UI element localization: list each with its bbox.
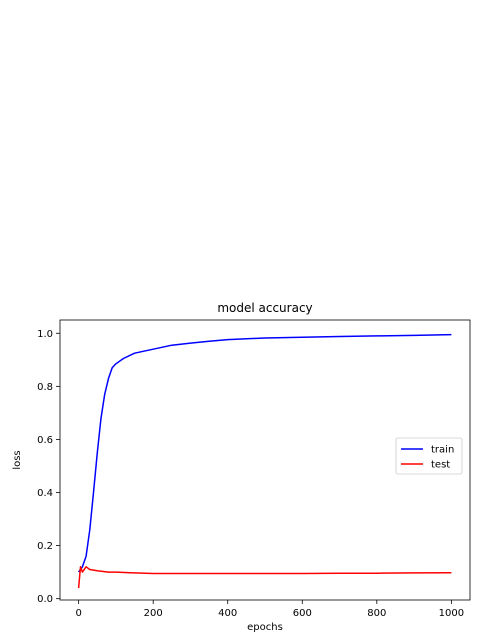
y-tick-label: 0.2 [37,541,53,552]
legend-label-test: test [431,460,450,471]
y-tick-label: 0.0 [37,594,53,605]
plot-frame [59,319,471,601]
y-tick-label: 0.6 [37,435,53,446]
x-tick-label: 800 [367,608,386,619]
series-line-test [77,566,452,589]
legend: train test [395,437,463,475]
x-tick-label: 0 [75,608,81,619]
x-tick-label: 600 [293,608,312,619]
y-tick-label: 0.4 [37,488,53,499]
y-axis-ticks: 0.0 0.2 0.4 0.6 0.8 1.0 [37,329,60,605]
x-axis-label: epochs [247,622,283,633]
series-line-train [77,333,452,573]
x-axis-ticks: 0 200 400 600 800 1000 [75,600,464,619]
x-tick-label: 1000 [439,608,464,619]
series-layer [77,333,452,589]
y-axis-label: loss [12,450,23,469]
x-tick-label: 400 [218,608,237,619]
y-tick-label: 0.8 [37,382,53,393]
chart-title: model accuracy [217,301,312,315]
legend-label-train: train [431,445,454,456]
y-tick-label: 1.0 [37,329,53,340]
legend-box [395,437,463,475]
x-tick-label: 200 [144,608,163,619]
